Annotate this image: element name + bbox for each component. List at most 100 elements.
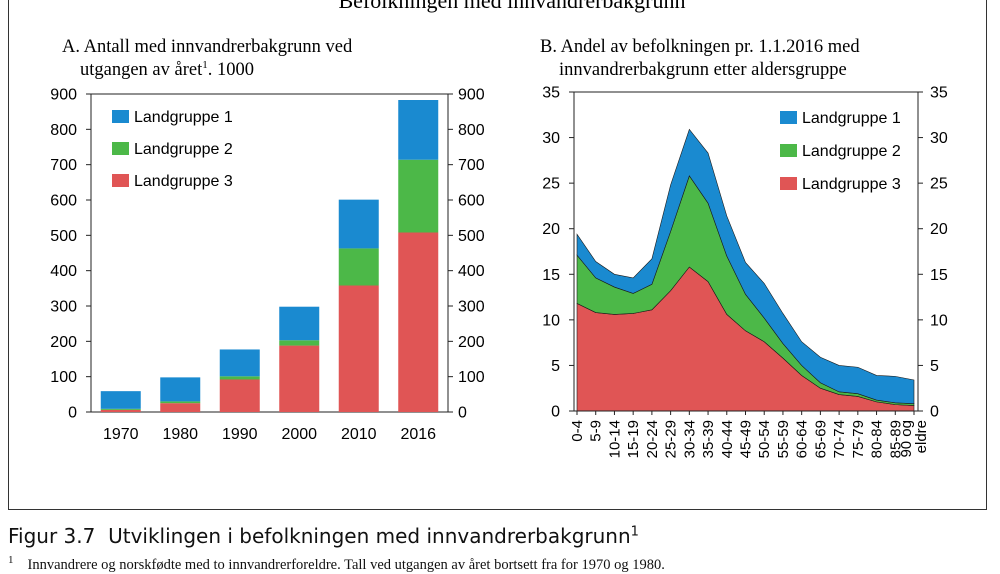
chart-b-xtick: eldre xyxy=(913,420,930,453)
chart-b-ytick-right: 15 xyxy=(930,267,948,284)
chart-a-bar-segment xyxy=(100,408,141,410)
chart-a-ytick-left: 100 xyxy=(50,369,77,386)
chart-a-legend-swatch xyxy=(112,174,129,187)
chart-a-ytick-left: 900 xyxy=(50,87,77,104)
chart-b-legend-label: Landgruppe 1 xyxy=(802,110,901,127)
caption-sup: 1 xyxy=(630,524,639,540)
chart-b-xtick: 10-14 xyxy=(606,420,623,458)
chart-a-ytick-right: 200 xyxy=(458,334,485,351)
chart-b-ytick-right: 20 xyxy=(930,221,948,238)
chart-a-ytick-right: 500 xyxy=(458,228,485,245)
chart-b-xtick: 35-39 xyxy=(700,420,717,458)
chart-b-ytick-left: 20 xyxy=(542,221,560,238)
chart-a-title-line2: utgangen av året1. 1000 xyxy=(80,59,254,80)
chart-a-plot-frame xyxy=(90,93,449,413)
chart-b-xtick: 15-19 xyxy=(625,420,642,458)
chart-b-ytick-left: 25 xyxy=(542,176,560,193)
chart-b-xtick: 65-69 xyxy=(812,420,829,458)
chart-b-ytick-right: 0 xyxy=(930,404,939,421)
chart-b-xtick: 60-64 xyxy=(794,420,811,458)
chart-a-ytick-left: 300 xyxy=(50,299,77,316)
chart-b-xtick: 75-79 xyxy=(850,420,867,458)
chart-a-ytick-right: 0 xyxy=(458,405,467,422)
chart-a-bar-segment xyxy=(398,100,439,160)
chart-b-ytick-left: 10 xyxy=(542,312,560,329)
chart-a-bar-segment xyxy=(338,199,379,249)
chart-a-bar-segment xyxy=(338,248,379,286)
chart-b-ytick-left: 35 xyxy=(542,85,560,102)
chart-a-bar-segment xyxy=(279,340,320,346)
chart-a-xtick: 1970 xyxy=(103,426,139,443)
footnote-text: Innvandrere og norskfødte med to innvand… xyxy=(27,556,665,573)
chart-b-xtick: 20-24 xyxy=(644,420,661,458)
chart-b-legend-label: Landgruppe 2 xyxy=(802,143,901,160)
chart-a-bar-segment xyxy=(100,409,141,412)
chart-a-bar-segment xyxy=(279,306,320,341)
figure-title: Befolkningen med innvandrerbakgrunn xyxy=(338,0,685,13)
chart-b-xtick: 80-84 xyxy=(869,420,886,458)
chart-b-legend-label: Landgruppe 3 xyxy=(802,176,901,193)
chart-a-xtick: 2010 xyxy=(341,426,377,443)
chart-a-ytick-left: 800 xyxy=(50,122,77,139)
chart-a-ytick-right: 400 xyxy=(458,263,485,280)
chart-a-xtick: 1990 xyxy=(222,426,258,443)
chart-a-ytick-left: 700 xyxy=(50,157,77,174)
chart-b-legend-swatch xyxy=(780,144,797,157)
chart-a-ytick-right: 100 xyxy=(458,369,485,386)
chart-b-xtick: 50-54 xyxy=(756,420,773,458)
chart-b-title-line1: B. Andel av befolkningen pr. 1.1.2016 me… xyxy=(540,37,860,57)
chart-b-ytick-right: 25 xyxy=(930,176,948,193)
chart-a-bar-segment xyxy=(338,285,379,412)
chart-a-title-line1: A. Antall med innvandrerbakgrunn ved xyxy=(62,37,353,57)
chart-b-xtick: 85-89 xyxy=(887,420,904,458)
chart-a-legend-swatch xyxy=(112,110,129,123)
chart-b-xtick: 70-74 xyxy=(831,420,848,458)
footnote: 1 Innvandrere og norskfødte med to innvan… xyxy=(8,554,665,574)
chart-b-xtick: 0-4 xyxy=(569,420,586,442)
chart-a: Befolkningen med innvandrerbakgrunn A. A… xyxy=(50,0,685,443)
chart-b-xtick: 30-34 xyxy=(681,420,698,458)
chart-a-bar-segment xyxy=(219,376,260,380)
chart-b-xtick: 45-49 xyxy=(738,420,755,458)
caption-label: Figur 3.7 xyxy=(8,524,96,548)
chart-b-ytick-right: 5 xyxy=(930,358,939,375)
chart-a-bar-segment xyxy=(279,345,320,412)
chart-a-ytick-left: 400 xyxy=(50,263,77,280)
caption-text: Utviklingen i befolkningen med innvandre… xyxy=(108,524,631,548)
chart-b-xtick: 55-59 xyxy=(775,420,792,458)
chart-b-xtick: 25-29 xyxy=(663,420,680,458)
chart-a-bar-segment xyxy=(160,403,201,412)
figure-caption: Figur 3.7 Utviklingen i befolkningen med… xyxy=(8,524,639,548)
chart-b-ytick-left: 0 xyxy=(551,404,560,421)
chart-a-legend-label: Landgruppe 1 xyxy=(134,109,233,126)
chart-a-ytick-right: 700 xyxy=(458,157,485,174)
chart-a-xtick: 2000 xyxy=(281,426,317,443)
chart-a-legend-swatch xyxy=(112,142,129,155)
chart-a-xtick: 1980 xyxy=(162,426,198,443)
chart-b-ytick-left: 15 xyxy=(542,267,560,284)
chart-a-bar-segment xyxy=(219,349,260,377)
chart-a-ytick-left: 500 xyxy=(50,228,77,245)
chart-a-ytick-right: 900 xyxy=(458,87,485,104)
chart-b-ytick-right: 10 xyxy=(930,312,948,329)
chart-a-legend-label: Landgruppe 2 xyxy=(134,141,233,158)
chart-b-ytick-left: 30 xyxy=(542,130,560,147)
chart-a-ytick-left: 200 xyxy=(50,334,77,351)
chart-b-xtick: 90 og xyxy=(898,420,915,458)
chart-a-bar-segment xyxy=(100,391,141,409)
chart-b-legend-swatch xyxy=(780,111,797,124)
chart-a-bar-segment xyxy=(398,232,439,412)
chart-a-xtick: 2016 xyxy=(400,426,436,443)
footnote-sup: 1 xyxy=(8,554,14,566)
chart-a-ytick-right: 300 xyxy=(458,299,485,316)
chart-a-bar-segment xyxy=(219,379,260,412)
chart-b-ytick-left: 5 xyxy=(551,358,560,375)
chart-a-ytick-right: 600 xyxy=(458,193,485,210)
figure-frame xyxy=(8,0,987,510)
chart-b: B. Andel av befolkningen pr. 1.1.2016 me… xyxy=(540,37,948,458)
chart-b-ytick-right: 35 xyxy=(930,85,948,102)
chart-a-ytick-right: 800 xyxy=(458,122,485,139)
chart-b-xtick: 40-44 xyxy=(719,420,736,458)
chart-a-bar-segment xyxy=(160,377,201,402)
chart-b-xtick: 5-9 xyxy=(588,420,605,442)
